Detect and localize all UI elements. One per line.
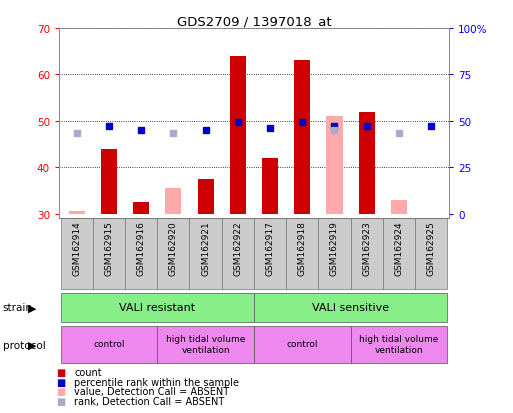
Bar: [61, 326, 157, 363]
Text: GSM162920: GSM162920: [169, 221, 178, 275]
Text: value, Detection Call = ABSENT: value, Detection Call = ABSENT: [74, 387, 229, 396]
Text: ■: ■: [56, 396, 66, 406]
Bar: [294, 62, 310, 214]
Text: strain: strain: [3, 303, 32, 313]
Bar: [415, 219, 447, 289]
Text: GSM162921: GSM162921: [201, 221, 210, 275]
Text: GSM162917: GSM162917: [266, 221, 274, 276]
Bar: [254, 219, 286, 289]
Text: GSM162916: GSM162916: [136, 221, 146, 276]
Text: GSM162919: GSM162919: [330, 221, 339, 276]
Text: GSM162924: GSM162924: [394, 221, 403, 275]
Text: percentile rank within the sample: percentile rank within the sample: [74, 377, 240, 387]
Bar: [222, 219, 254, 289]
Bar: [254, 293, 447, 323]
Bar: [350, 326, 447, 363]
Bar: [230, 57, 246, 214]
Bar: [157, 326, 254, 363]
Bar: [391, 200, 407, 214]
Bar: [165, 189, 182, 214]
Bar: [69, 212, 85, 214]
Bar: [319, 219, 350, 289]
Bar: [359, 112, 375, 214]
Bar: [61, 219, 93, 289]
Text: protocol: protocol: [3, 340, 45, 350]
Text: GSM162925: GSM162925: [427, 221, 436, 275]
Bar: [286, 219, 319, 289]
Bar: [133, 203, 149, 214]
Text: GSM162922: GSM162922: [233, 221, 242, 275]
Text: GSM162915: GSM162915: [105, 221, 113, 276]
Bar: [61, 293, 254, 323]
Bar: [101, 150, 117, 214]
Bar: [383, 219, 415, 289]
Bar: [93, 219, 125, 289]
Bar: [326, 117, 343, 214]
Text: ■: ■: [56, 377, 66, 387]
Text: rank, Detection Call = ABSENT: rank, Detection Call = ABSENT: [74, 396, 225, 406]
Title: GDS2709 / 1397018_at: GDS2709 / 1397018_at: [176, 15, 331, 28]
Bar: [262, 159, 278, 214]
Bar: [350, 219, 383, 289]
Bar: [254, 326, 350, 363]
Text: GSM162914: GSM162914: [72, 221, 81, 275]
Text: high tidal volume
ventilation: high tidal volume ventilation: [166, 335, 245, 354]
Text: control: control: [287, 339, 318, 349]
Text: ▶: ▶: [28, 303, 37, 313]
Text: VALI resistant: VALI resistant: [119, 302, 195, 312]
Text: GSM162918: GSM162918: [298, 221, 307, 276]
Bar: [189, 219, 222, 289]
Text: ▶: ▶: [28, 340, 37, 350]
Text: ■: ■: [56, 367, 66, 377]
Text: VALI sensitive: VALI sensitive: [312, 302, 389, 312]
Bar: [198, 180, 213, 214]
Text: ■: ■: [56, 387, 66, 396]
Text: GSM162923: GSM162923: [362, 221, 371, 275]
Bar: [157, 219, 189, 289]
Bar: [125, 219, 157, 289]
Text: control: control: [93, 339, 125, 349]
Text: count: count: [74, 367, 102, 377]
Text: high tidal volume
ventilation: high tidal volume ventilation: [359, 335, 439, 354]
